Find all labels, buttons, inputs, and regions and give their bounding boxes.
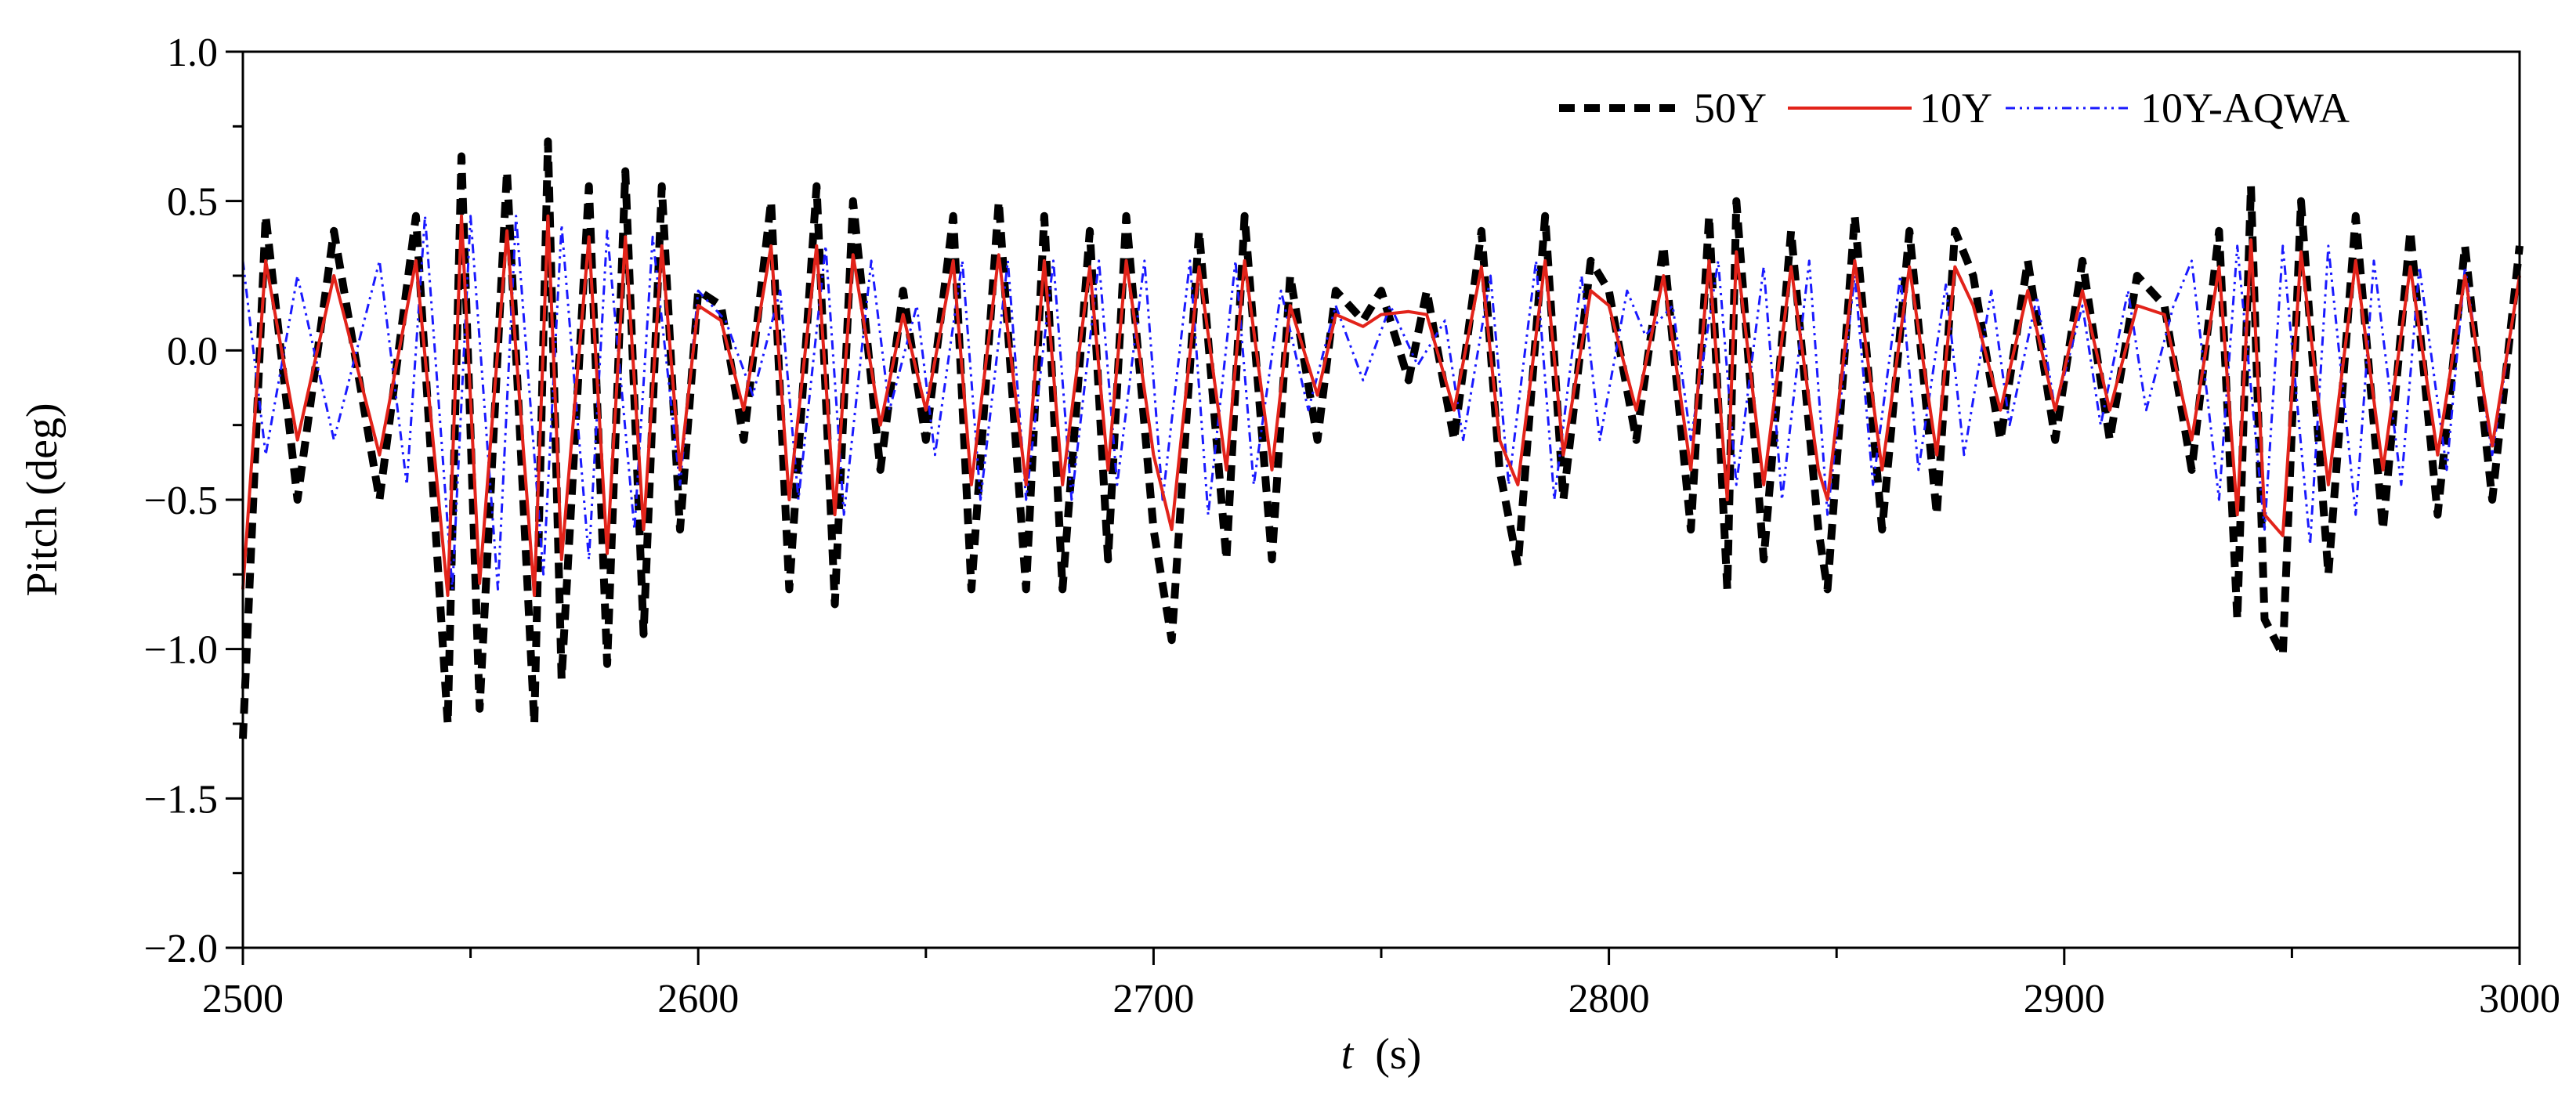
- series-line-50y: [239, 137, 2524, 739]
- y-tick-label: 0.0: [167, 329, 218, 374]
- x-tick-label-2700: 2700: [1113, 977, 1194, 1021]
- y-axis-title: Pitch (deg): [18, 403, 67, 596]
- series-layer: [239, 137, 2524, 739]
- y-tick-label: 1.0: [167, 31, 218, 75]
- x-axis-title-unit: (s): [1375, 1030, 1421, 1079]
- x-tick-label-2900: 2900: [2024, 977, 2105, 1021]
- x-tick-label-2500: 2500: [202, 977, 284, 1021]
- series-line-10y: [241, 214, 2521, 597]
- legend-label-50y: 50Y: [1694, 85, 1767, 132]
- series-line-10y-aqwa: [241, 215, 2521, 591]
- x-tick-label-2600: 2600: [657, 977, 739, 1021]
- y-tick-label: 0.5: [167, 180, 218, 225]
- y-tick-label: −2.0: [144, 927, 218, 971]
- y-tick-label: −1.0: [144, 628, 218, 673]
- legend-label-10y-aqwa: 10Y-AQWA: [2140, 85, 2350, 132]
- ticks-layer: 2500 2600 2700 2800 2900 3000 1.0 0.5 0.0 −0.5 −1.…: [144, 31, 2560, 1021]
- y-tick-label: −0.5: [144, 479, 218, 523]
- plot-frame: [241, 50, 2521, 949]
- x-tick-label-3000: 3000: [2479, 977, 2560, 1021]
- y-tick-label: −1.5: [144, 777, 218, 822]
- x-axis-title-variable: t: [1341, 1030, 1355, 1079]
- legend: 50Y 10Y 10Y-AQWA: [1559, 85, 2350, 132]
- legend-label-10y: 10Y: [1919, 85, 1992, 132]
- x-tick-label-2800: 2800: [1568, 977, 1650, 1021]
- x-axis-title: t (s): [1341, 1030, 1422, 1079]
